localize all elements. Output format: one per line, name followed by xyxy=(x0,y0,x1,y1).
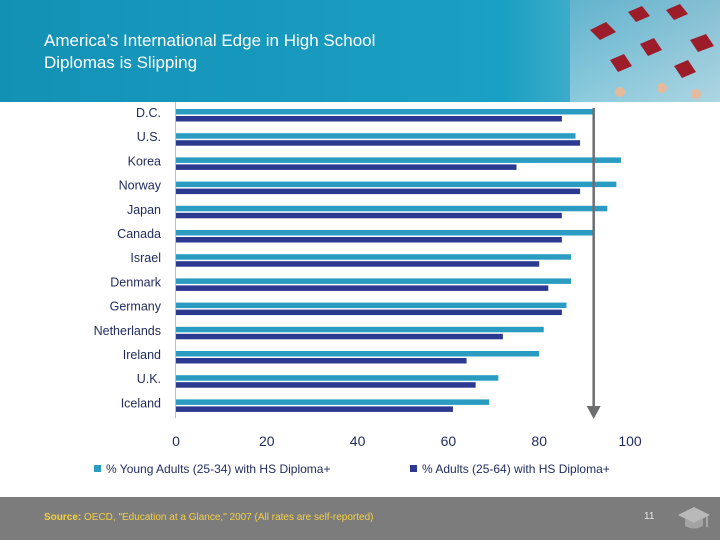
bar-young-adults xyxy=(176,351,540,357)
bar-adults xyxy=(176,285,549,291)
bar-adults xyxy=(176,309,562,316)
category-label: Netherlands xyxy=(94,324,161,338)
bar-adults xyxy=(176,333,503,340)
slide-title-line-1: America’s International Edge in High Sch… xyxy=(44,31,376,50)
category-label: Ireland xyxy=(123,348,161,362)
bar-adults xyxy=(176,358,467,364)
bar-young-adults xyxy=(176,230,594,236)
category-label: Norway xyxy=(119,179,162,193)
x-tick-label: 100 xyxy=(618,433,642,449)
bar-young-adults xyxy=(176,205,608,212)
legend-swatch-young-adults xyxy=(94,465,101,472)
category-label: Japan xyxy=(127,203,161,217)
graduation-caps-photo xyxy=(570,0,720,102)
category-label: U.S. xyxy=(137,130,161,144)
category-label: Denmark xyxy=(110,275,161,289)
bar-young-adults xyxy=(176,157,621,163)
bar-adults xyxy=(176,237,562,243)
bar-adults xyxy=(176,212,562,219)
bar-young-adults xyxy=(176,133,576,139)
category-label: U.K. xyxy=(137,372,161,386)
slide-footer: Source: OECD, "Education at a Glance," 2… xyxy=(0,497,720,540)
bar-young-adults xyxy=(176,254,571,260)
bar-adults xyxy=(176,382,476,388)
graduation-cap-icon xyxy=(678,507,710,529)
bar-adults xyxy=(176,261,540,267)
slide-title-line-2: Diplomas is Slipping xyxy=(44,53,198,72)
page-number: 11 xyxy=(644,511,655,522)
category-label: D.C. xyxy=(136,106,161,120)
bar-young-adults xyxy=(176,302,567,309)
diploma-bar-chart: D.C. U.S. Korea Norway Japan Canada Israel Denm… xyxy=(94,102,642,476)
bar-young-adults xyxy=(176,109,594,115)
legend-swatch-adults xyxy=(410,465,417,472)
bar-young-adults xyxy=(176,278,571,284)
x-tick-label: 40 xyxy=(350,433,366,449)
bar-adults xyxy=(176,140,581,146)
bar-young-adults xyxy=(176,399,490,405)
x-tick-label: 20 xyxy=(259,433,275,449)
slide-title: America’s International Edge in High Sch… xyxy=(44,30,514,74)
source-text: OECD, "Education at a Glance," 2007 (All… xyxy=(81,512,374,523)
category-label: Korea xyxy=(128,154,161,168)
x-tick-label: 60 xyxy=(441,433,457,449)
reference-arrow-head xyxy=(586,406,601,419)
category-label: Israel xyxy=(130,251,161,265)
category-label: Iceland xyxy=(121,396,161,410)
bar-adults xyxy=(176,406,453,412)
bar-young-adults xyxy=(176,326,544,333)
legend-label-adults: % Adults (25-64) with HS Diploma+ xyxy=(422,462,610,476)
category-label: Germany xyxy=(110,300,162,314)
bar-adults xyxy=(176,164,517,170)
category-label: Canada xyxy=(117,227,161,241)
bar-adults xyxy=(176,116,562,122)
bar-young-adults xyxy=(176,181,617,188)
legend-label-young-adults: % Young Adults (25-34) with HS Diploma+ xyxy=(106,462,330,476)
slide-header: America’s International Edge in High Sch… xyxy=(0,0,720,102)
source-note: Source: OECD, "Education at a Glance," 2… xyxy=(44,512,373,523)
x-tick-label: 80 xyxy=(531,433,547,449)
source-label: Source: xyxy=(44,512,82,523)
bar-young-adults xyxy=(176,375,499,381)
x-tick-label: 0 xyxy=(172,433,180,449)
bar-adults xyxy=(176,188,581,195)
